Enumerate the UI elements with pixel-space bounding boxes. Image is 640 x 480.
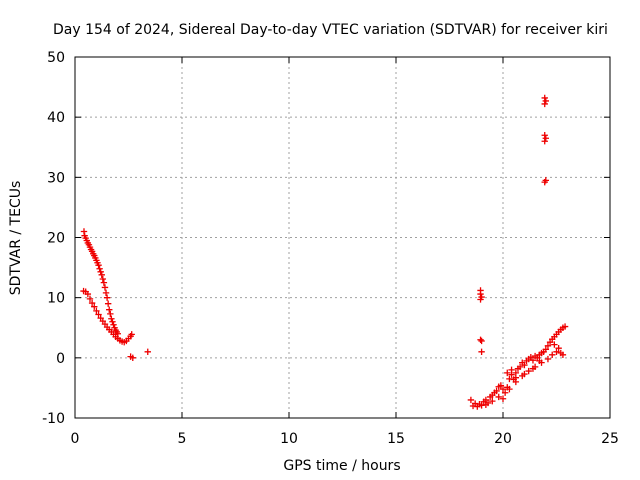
data-point (541, 138, 548, 145)
data-point (129, 354, 136, 362)
data-point (84, 290, 92, 298)
data-point (501, 389, 509, 396)
data-point (95, 261, 102, 269)
data-point (508, 366, 515, 374)
data-point (541, 94, 548, 102)
data-point (559, 351, 567, 359)
y-tick-label: -10 (42, 411, 65, 427)
data-point (478, 337, 485, 345)
data-point (109, 318, 116, 325)
data-point (103, 294, 111, 301)
data-point (98, 271, 105, 279)
data-point (467, 396, 475, 404)
data-point (512, 374, 520, 381)
data-point (516, 363, 524, 371)
data-point (529, 365, 537, 372)
data-point (95, 311, 102, 318)
tick-labels: 0 5 10 15 20 25 -10 0 10 20 30 40 50 (42, 50, 619, 447)
data-point (525, 367, 532, 375)
y-tick-label: 10 (47, 291, 65, 307)
data-point (477, 290, 484, 298)
data-point (506, 385, 513, 393)
data-point (495, 393, 502, 401)
data-point (108, 315, 115, 322)
data-point (96, 265, 103, 272)
data-point (477, 296, 484, 303)
chart-title: Day 154 of 2024, Sidereal Day-to-day VTE… (53, 22, 608, 38)
data-point (521, 370, 528, 378)
data-point (542, 135, 549, 142)
data-point (91, 303, 98, 310)
data-point (542, 97, 549, 105)
data-point (99, 275, 107, 283)
data-point (541, 132, 548, 139)
x-tick-label: 5 (178, 431, 187, 447)
y-axis-label: SDTVAR / TECUs (8, 181, 24, 296)
y-tick-label: 50 (47, 50, 65, 66)
data-point (489, 397, 496, 405)
data-point (93, 307, 100, 315)
grid-lines (75, 57, 610, 418)
y-tick-label: 20 (47, 231, 65, 247)
x-axis-label: GPS time / hours (283, 458, 400, 474)
data-point (102, 289, 110, 297)
data-point (86, 295, 94, 303)
data-point (100, 279, 108, 286)
data-point (529, 357, 537, 364)
y-tick-label: 30 (47, 170, 65, 186)
data-point (555, 345, 562, 352)
data-point (106, 306, 113, 313)
x-tick-label: 10 (280, 431, 298, 447)
data-point (521, 361, 528, 369)
data-point (542, 346, 549, 353)
data-point (536, 357, 543, 365)
data-point (128, 331, 135, 338)
x-tick-label: 20 (494, 431, 512, 447)
x-tick-label: 25 (601, 431, 619, 447)
data-point (497, 382, 505, 389)
y-tick-label: 40 (47, 110, 65, 126)
data-point (561, 323, 569, 330)
data-point (499, 395, 507, 402)
y-tick-label: 0 (56, 351, 65, 367)
x-tick-label: 0 (71, 431, 80, 447)
data-point (551, 341, 558, 348)
data-points (80, 94, 569, 410)
data-point (482, 401, 490, 408)
data-point (477, 336, 484, 343)
data-point (478, 348, 485, 356)
data-point (544, 355, 552, 363)
data-point (541, 100, 548, 108)
data-point (544, 342, 552, 349)
data-point (504, 369, 511, 377)
axis-ticks (74, 56, 611, 419)
data-point (553, 348, 560, 356)
data-point (88, 299, 96, 307)
data-point (499, 385, 507, 393)
data-point (104, 300, 112, 307)
data-point (97, 268, 104, 275)
data-point (110, 321, 117, 328)
data-point (541, 178, 548, 186)
x-tick-label: 15 (387, 431, 405, 447)
data-point (493, 387, 500, 395)
data-point (549, 351, 556, 359)
data-point (107, 310, 114, 318)
data-point (144, 348, 151, 356)
data-point (101, 284, 109, 291)
